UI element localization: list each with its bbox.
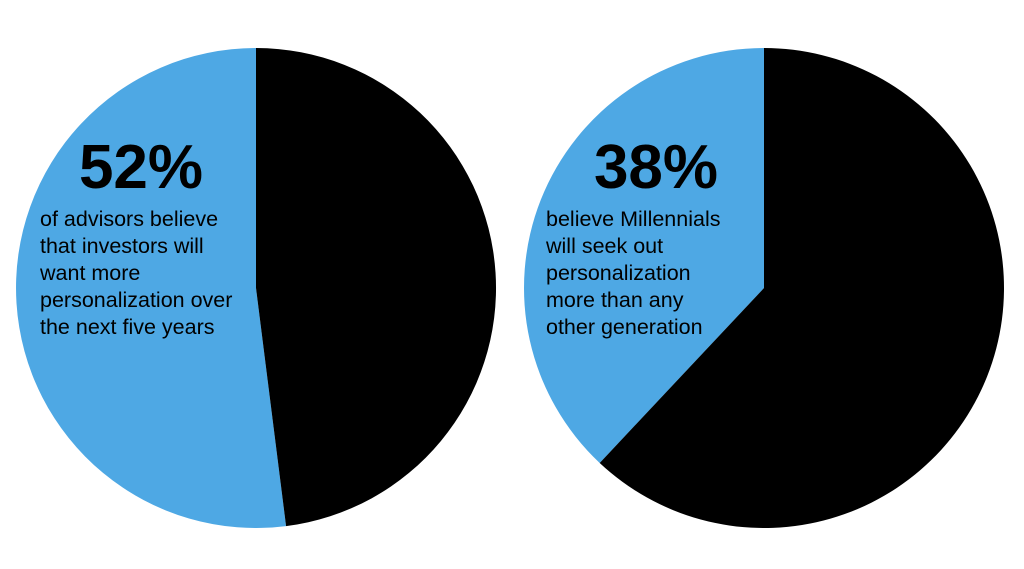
pie-chart-right: 38% believe Millennials will seek out pe… [524, 48, 1005, 528]
description-line: the next five years [40, 315, 214, 339]
pie-slice-rest-right [599, 48, 1005, 528]
description-line: that investors will [40, 234, 204, 258]
description-line: of advisors believe [40, 207, 218, 231]
description-line: believe Millennials [546, 207, 720, 231]
percent-label-right: 38% [594, 133, 718, 202]
description-line: other generation [546, 315, 703, 339]
pie-slice-highlight-left [16, 48, 287, 528]
description-line: want more [39, 261, 140, 285]
pie-chart-left: 52% of advisors believe that investors w… [16, 48, 497, 528]
percent-label-left: 52% [79, 133, 203, 202]
description-line: personalization [546, 261, 691, 285]
description-line: will seek out [545, 234, 663, 258]
pie-slice-highlight-right [524, 48, 764, 463]
description-line: personalization over [40, 288, 232, 312]
description-line: more than any [546, 288, 684, 312]
pie-slice-rest-left [256, 48, 497, 527]
